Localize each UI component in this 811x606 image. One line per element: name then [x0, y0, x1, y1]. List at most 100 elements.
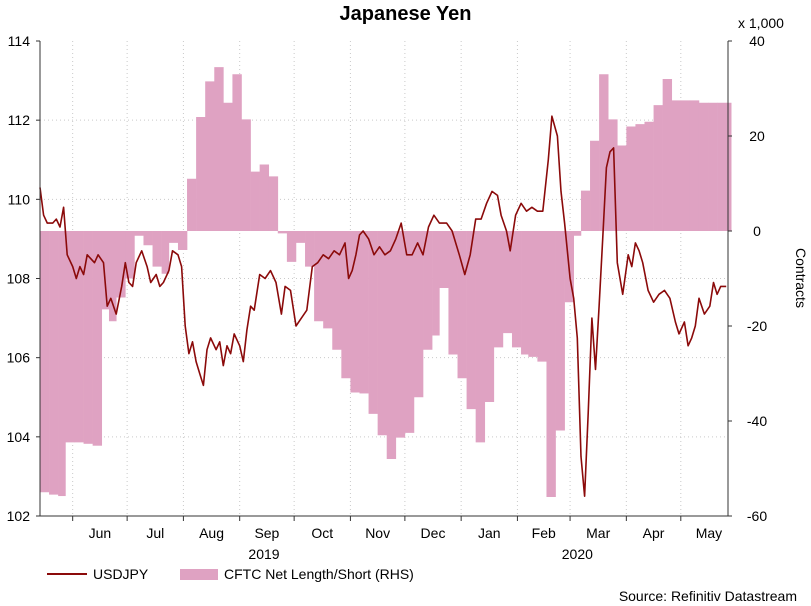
cftc-area-segment: [187, 178, 197, 231]
cftc-area-segment: [580, 190, 591, 231]
x-tick-label: Jun: [89, 525, 112, 541]
cftc-area-segment: [295, 231, 306, 243]
axes: [36, 40, 732, 521]
x-tick-label: May: [696, 525, 722, 541]
cftc-area-segment: [662, 79, 673, 231]
cftc-area-segment: [404, 231, 415, 433]
x-tick-label: Mar: [586, 525, 610, 541]
left-tick-label: 102: [7, 508, 31, 524]
cftc-area-segment: [350, 231, 360, 393]
cftc-area-segment: [466, 231, 476, 410]
cftc-area-segment: [432, 231, 440, 336]
x-tick-label: Jul: [146, 525, 164, 541]
left-tick-label: 110: [8, 191, 31, 207]
left-tick-label: 104: [7, 429, 31, 445]
cftc-area-segment: [726, 102, 732, 231]
cftc-area-segment: [323, 231, 333, 329]
cftc-area-segment: [680, 100, 691, 231]
cftc-area-segment: [223, 102, 233, 231]
cftc-area-segment: [177, 231, 188, 250]
right-tick-label: -40: [747, 413, 767, 429]
cftc-area-segment: [368, 231, 378, 414]
cftc-area-segment: [653, 105, 663, 231]
x-tick-label: Aug: [199, 525, 224, 541]
cftc-area-segment: [617, 145, 627, 231]
cftc-area-segment: [423, 231, 433, 350]
right-tick-label: -20: [747, 318, 767, 334]
left-tick-label: 112: [8, 112, 31, 128]
cftc-area-segment: [108, 231, 117, 322]
cftc-area-segment: [457, 231, 467, 379]
cftc-area-segment: [671, 100, 682, 231]
cftc-area-segment: [555, 231, 565, 431]
left-tick-label: 106: [7, 350, 31, 366]
cftc-area-segment: [143, 231, 153, 246]
cftc-area-segment: [83, 231, 93, 444]
cftc-area-segment: [359, 231, 369, 394]
right-tick-label: 0: [753, 223, 761, 239]
cftc-area-segment: [493, 231, 504, 348]
legend-swatch-line: [47, 573, 87, 575]
cftc-area-segment: [58, 231, 66, 497]
cftc-area-segment: [528, 231, 538, 357]
legend-label-cftc: CFTC Net Length/Short (RHS): [224, 566, 414, 582]
cftc-area-segment: [546, 231, 556, 497]
cftc-area-segment: [196, 117, 206, 231]
cftc-area-segment: [377, 231, 388, 436]
cftc-area-segment: [134, 231, 144, 236]
cftc-area-segment: [277, 231, 288, 234]
legend-item-cftc: CFTC Net Length/Short (RHS): [180, 566, 414, 582]
cftc-area-segment: [40, 231, 50, 493]
cftc-area-segment: [241, 119, 251, 231]
chart-title: Japanese Yen: [339, 3, 472, 25]
x-tick-label: Dec: [421, 525, 446, 541]
cftc-area-segment: [74, 231, 84, 443]
cftc-area-segment: [232, 74, 242, 231]
cftc-area-segment: [717, 102, 727, 231]
cftc-area-segment: [259, 164, 270, 231]
cftc-area-segment: [484, 231, 495, 402]
legend-label-usdjpy: USDJPY: [93, 566, 149, 582]
cftc-area-segment: [152, 231, 162, 267]
cftc-area-segment: [475, 231, 486, 443]
x-tick-label: Apr: [643, 525, 665, 541]
right-tick-label: -60: [747, 508, 767, 524]
cftc-area-segment: [214, 67, 224, 231]
cftc-area-segment: [698, 102, 709, 231]
usdjpy-line-path: [39, 115, 727, 498]
cftc-area-segment: [573, 231, 582, 236]
cftc-area-segment: [386, 231, 397, 459]
cftc-area-segment: [599, 74, 609, 231]
x-tick-label: Feb: [532, 525, 556, 541]
cftc-area-segment: [689, 100, 700, 231]
cftc-area-segment: [268, 176, 279, 231]
cftc-area-segment: [92, 231, 103, 446]
cftc-area-segment: [314, 231, 324, 322]
cftc-area-segment: [205, 81, 215, 231]
cftc-area-segment: [644, 121, 654, 231]
cftc-area-segment: [511, 231, 522, 348]
x-tick-label: Nov: [365, 525, 390, 541]
cftc-area-segment: [49, 231, 59, 495]
right-axis-title: Contracts: [793, 248, 809, 308]
x-tick-label: Sep: [254, 525, 279, 541]
x-tick-label: Oct: [311, 525, 333, 541]
left-tick-label: 114: [8, 33, 31, 49]
cftc-area-segment: [341, 231, 351, 379]
cftc-area-segment: [413, 231, 424, 398]
cftc-area-segment: [521, 231, 529, 355]
cftc-area-segment: [116, 231, 126, 298]
left-tick-label: 108: [7, 271, 31, 287]
legend-swatch-area: [180, 568, 218, 580]
usdjpy-line: [39, 115, 727, 498]
cftc-area-segment: [125, 231, 135, 279]
cftc-area-segment: [332, 231, 342, 350]
cftc-area-segment: [448, 231, 458, 355]
legend-item-usdjpy: USDJPY: [47, 566, 148, 582]
cftc-area-segment: [305, 231, 315, 267]
cftc-net-positions-area: [40, 67, 732, 497]
cftc-area-segment: [168, 231, 179, 243]
cftc-area-segment: [161, 231, 170, 274]
year-label-2019: 2019: [248, 546, 279, 562]
